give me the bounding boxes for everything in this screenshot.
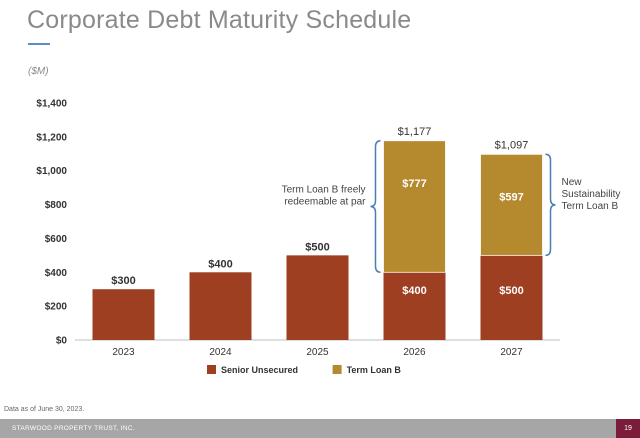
data-label: $400: [402, 285, 426, 297]
annotation-text: Term Loan B: [562, 201, 619, 212]
data-label: $597: [499, 191, 523, 203]
annotation-brace: [370, 140, 381, 274]
legend-swatch: [332, 365, 342, 374]
x-tick-label: 2027: [500, 347, 523, 358]
legend-swatch: [207, 365, 216, 374]
y-tick-label: $1,400: [36, 99, 67, 110]
data-label: $500: [499, 285, 523, 297]
bar-term-loan-b: [480, 153, 543, 256]
bar-senior-unsecured: [480, 255, 543, 340]
total-label: $1,097: [495, 139, 529, 151]
bar-senior-unsecured: [189, 272, 252, 340]
x-tick-label: 2023: [112, 347, 135, 358]
company-name: STARWOOD PROPERTY TRUST, INC.: [12, 425, 135, 432]
y-tick-label: $0: [56, 336, 68, 347]
bar-senior-unsecured: [383, 272, 446, 340]
data-label: $500: [305, 241, 329, 253]
page-title: Corporate Debt Maturity Schedule: [27, 6, 412, 34]
y-tick-label: $600: [45, 234, 68, 245]
legend-label: Senior Unsecured: [221, 365, 298, 375]
title-underline: [28, 43, 50, 45]
y-tick-label: $1,200: [36, 132, 67, 143]
data-label: $400: [208, 258, 232, 270]
footer-bar: STARWOOD PROPERTY TRUST, INC. 19: [0, 419, 640, 438]
data-label: $300: [111, 275, 135, 287]
data-label: $777: [402, 178, 426, 190]
x-tick-label: 2025: [306, 347, 329, 358]
annotation-text: redeemable at par: [284, 197, 366, 208]
footnote: Data as of June 30, 2023.: [4, 406, 85, 413]
y-tick-label: $800: [45, 200, 68, 211]
y-tick-label: $1,000: [36, 166, 67, 177]
bar-term-loan-b: [383, 140, 446, 273]
legend-label: Term Loan B: [347, 365, 402, 375]
total-label: $1,177: [398, 126, 432, 138]
x-tick-label: 2024: [209, 347, 232, 358]
page-number: 19: [616, 419, 640, 438]
annotation-brace: [545, 153, 556, 257]
y-tick-label: $200: [45, 302, 68, 313]
x-tick-label: 2026: [403, 347, 426, 358]
bar-senior-unsecured: [92, 289, 155, 340]
annotation-text: New: [562, 177, 583, 188]
annotation-text: Sustainability: [562, 189, 621, 200]
debt-maturity-chart: $0 $200 $400 $600 $800 $1,000 $1,200 $1,400 $300…: [36, 99, 621, 376]
y-tick-label: $400: [45, 268, 68, 279]
annotation-text: Term Loan B freely: [282, 185, 366, 196]
units-label: ($M): [28, 66, 49, 77]
bar-senior-unsecured: [286, 255, 349, 340]
